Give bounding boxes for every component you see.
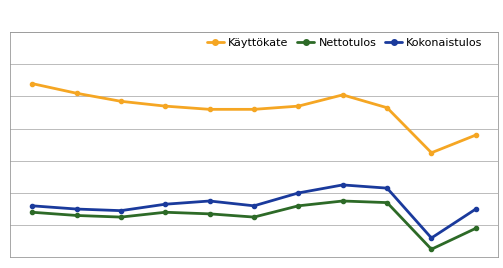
Kokonaistulos	[340, 183, 346, 187]
Käyttökate	[118, 100, 124, 103]
Nettotulos	[207, 212, 213, 215]
Kokonaistulos	[162, 203, 169, 206]
Käyttökate	[340, 93, 346, 96]
Kokonaistulos	[73, 207, 79, 211]
Legend: Käyttökate, Nettotulos, Kokonaistulos: Käyttökate, Nettotulos, Kokonaistulos	[207, 38, 483, 48]
Line: Nettotulos: Nettotulos	[30, 199, 478, 251]
Kokonaistulos	[429, 236, 435, 240]
Käyttökate	[429, 151, 435, 154]
Line: Käyttökate: Käyttökate	[30, 81, 478, 155]
Käyttökate	[295, 105, 301, 108]
Kokonaistulos	[118, 209, 124, 212]
Nettotulos	[29, 211, 35, 214]
Nettotulos	[295, 204, 301, 207]
Kokonaistulos	[29, 204, 35, 207]
Nettotulos	[340, 199, 346, 203]
Kokonaistulos	[207, 199, 213, 203]
Nettotulos	[73, 214, 79, 217]
Käyttökate	[251, 108, 257, 111]
Käyttökate	[473, 133, 479, 137]
Käyttökate	[162, 105, 169, 108]
Käyttökate	[29, 82, 35, 85]
Nettotulos	[429, 248, 435, 251]
Nettotulos	[251, 215, 257, 219]
Nettotulos	[384, 201, 390, 204]
Käyttökate	[384, 106, 390, 109]
Kokonaistulos	[384, 187, 390, 190]
Kokonaistulos	[251, 204, 257, 207]
Kokonaistulos	[473, 207, 479, 211]
Nettotulos	[162, 211, 169, 214]
Nettotulos	[118, 215, 124, 219]
Käyttökate	[73, 92, 79, 95]
Nettotulos	[473, 227, 479, 230]
Käyttökate	[207, 108, 213, 111]
Kokonaistulos	[295, 191, 301, 195]
Line: Kokonaistulos: Kokonaistulos	[30, 183, 478, 240]
